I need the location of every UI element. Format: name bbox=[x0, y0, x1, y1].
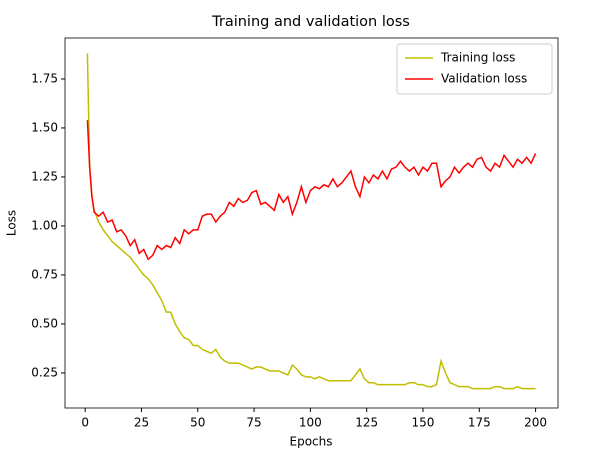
x-tick-label: 200 bbox=[524, 416, 547, 430]
series-line bbox=[86, 120, 537, 261]
x-axis-label: Epochs bbox=[290, 435, 333, 449]
y-tick-label: 1.75 bbox=[31, 71, 58, 85]
x-tick-label: 125 bbox=[355, 416, 378, 430]
y-axis-label: Loss bbox=[5, 210, 19, 236]
legend-label: Validation loss bbox=[441, 72, 527, 86]
y-tick-label: 0.25 bbox=[31, 365, 58, 379]
legend-label: Training loss bbox=[440, 51, 515, 65]
y-tick-label: 1.25 bbox=[31, 169, 58, 183]
series-line bbox=[86, 53, 536, 390]
chart-title: Training and validation loss bbox=[211, 14, 410, 30]
x-tick-label: 75 bbox=[246, 416, 261, 430]
x-tick-label: 25 bbox=[134, 416, 149, 430]
plot-frame bbox=[64, 37, 559, 409]
x-tick-label: 100 bbox=[299, 416, 322, 430]
y-tick-label: 1.50 bbox=[31, 120, 58, 134]
x-tick-label: 0 bbox=[81, 416, 89, 430]
x-tick-label: 150 bbox=[412, 416, 435, 430]
x-tick-label: 175 bbox=[468, 416, 491, 430]
legend-box bbox=[396, 43, 553, 95]
x-tick-label: 50 bbox=[190, 416, 205, 430]
legend: Training loss Validation loss bbox=[396, 43, 553, 95]
y-tick-label: 1.00 bbox=[31, 218, 58, 232]
y-tick-label: 0.75 bbox=[31, 267, 58, 281]
y-tick-label: 0.50 bbox=[31, 316, 58, 330]
